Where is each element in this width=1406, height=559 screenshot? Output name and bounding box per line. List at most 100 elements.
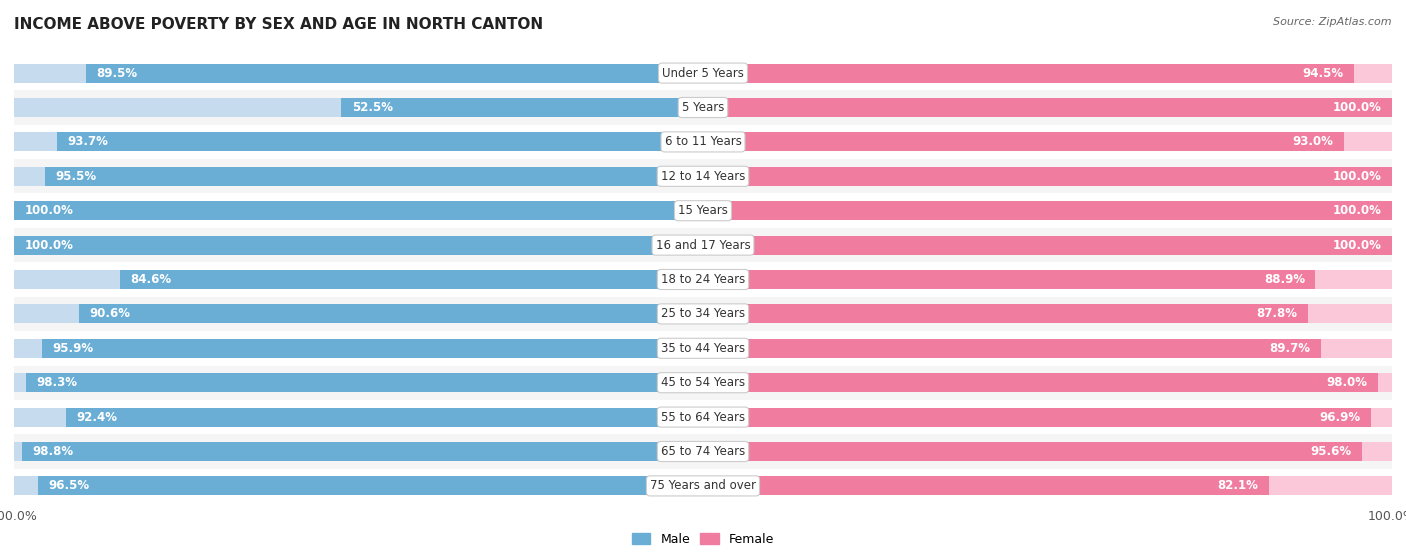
Text: Under 5 Years: Under 5 Years <box>662 67 744 79</box>
Bar <box>14 476 703 495</box>
Text: 98.0%: 98.0% <box>1327 376 1368 389</box>
Text: 87.8%: 87.8% <box>1257 307 1298 320</box>
Text: 100.0%: 100.0% <box>1333 239 1382 252</box>
Text: 96.5%: 96.5% <box>48 480 90 492</box>
Text: 100.0%: 100.0% <box>24 204 73 217</box>
Text: INCOME ABOVE POVERTY BY SEX AND AGE IN NORTH CANTON: INCOME ABOVE POVERTY BY SEX AND AGE IN N… <box>14 17 543 32</box>
Bar <box>14 373 703 392</box>
Bar <box>703 270 1392 289</box>
Bar <box>703 236 1392 254</box>
Text: 75 Years and over: 75 Years and over <box>650 480 756 492</box>
Bar <box>45 167 703 186</box>
Bar <box>703 201 1392 220</box>
Text: 12 to 14 Years: 12 to 14 Years <box>661 170 745 183</box>
Legend: Male, Female: Male, Female <box>627 528 779 551</box>
Bar <box>79 305 703 323</box>
Bar <box>703 64 1354 83</box>
Bar <box>703 132 1392 151</box>
Text: 89.5%: 89.5% <box>97 67 138 79</box>
Text: 88.9%: 88.9% <box>1264 273 1305 286</box>
Text: 90.6%: 90.6% <box>89 307 131 320</box>
Text: 5 Years: 5 Years <box>682 101 724 114</box>
Text: 100.0%: 100.0% <box>1333 170 1382 183</box>
Bar <box>14 167 703 186</box>
Text: 96.9%: 96.9% <box>1319 411 1360 424</box>
Bar <box>14 339 703 358</box>
Bar <box>703 339 1322 358</box>
Bar <box>25 373 703 392</box>
Bar <box>14 434 1392 468</box>
Text: 55 to 64 Years: 55 to 64 Years <box>661 411 745 424</box>
Bar <box>14 408 703 427</box>
Text: 25 to 34 Years: 25 to 34 Years <box>661 307 745 320</box>
Bar <box>14 228 1392 262</box>
Text: 84.6%: 84.6% <box>131 273 172 286</box>
Bar <box>703 132 1344 151</box>
Bar <box>14 201 703 220</box>
Bar <box>14 193 1392 228</box>
Bar <box>703 167 1392 186</box>
Bar <box>703 408 1392 427</box>
Bar <box>42 339 703 358</box>
Bar <box>14 305 703 323</box>
Bar <box>14 98 703 117</box>
Bar <box>703 270 1316 289</box>
Bar <box>14 297 1392 331</box>
Bar <box>14 159 1392 193</box>
Text: 94.5%: 94.5% <box>1302 67 1344 79</box>
Bar <box>703 167 1392 186</box>
Text: 65 to 74 Years: 65 to 74 Years <box>661 445 745 458</box>
Text: 15 Years: 15 Years <box>678 204 728 217</box>
Text: 100.0%: 100.0% <box>1333 204 1382 217</box>
Text: Source: ZipAtlas.com: Source: ZipAtlas.com <box>1274 17 1392 27</box>
Bar <box>14 56 1392 91</box>
Text: 93.7%: 93.7% <box>67 135 108 148</box>
Bar <box>22 442 703 461</box>
Bar <box>703 201 1392 220</box>
Text: 95.5%: 95.5% <box>55 170 97 183</box>
Bar <box>703 64 1392 83</box>
Bar <box>14 236 703 254</box>
Text: 95.9%: 95.9% <box>52 342 94 355</box>
Bar <box>14 64 703 83</box>
Bar <box>66 408 703 427</box>
Bar <box>703 98 1392 117</box>
Bar <box>14 236 703 254</box>
Bar <box>14 91 1392 125</box>
Text: 92.4%: 92.4% <box>77 411 118 424</box>
Bar <box>14 400 1392 434</box>
Bar <box>703 373 1378 392</box>
Bar <box>58 132 703 151</box>
Bar <box>703 305 1392 323</box>
Bar <box>14 262 1392 297</box>
Bar <box>14 125 1392 159</box>
Text: 35 to 44 Years: 35 to 44 Years <box>661 342 745 355</box>
Bar <box>14 442 703 461</box>
Bar <box>703 339 1392 358</box>
Text: 16 and 17 Years: 16 and 17 Years <box>655 239 751 252</box>
Bar <box>703 236 1392 254</box>
Bar <box>703 442 1361 461</box>
Bar <box>120 270 703 289</box>
Text: 98.3%: 98.3% <box>37 376 77 389</box>
Text: 52.5%: 52.5% <box>352 101 392 114</box>
Text: 95.6%: 95.6% <box>1310 445 1351 458</box>
Bar <box>342 98 703 117</box>
Text: 82.1%: 82.1% <box>1218 480 1258 492</box>
Bar <box>703 98 1392 117</box>
Bar <box>703 442 1392 461</box>
Bar <box>14 270 703 289</box>
Text: 100.0%: 100.0% <box>24 239 73 252</box>
Text: 45 to 54 Years: 45 to 54 Years <box>661 376 745 389</box>
Bar <box>14 331 1392 366</box>
Bar <box>14 468 1392 503</box>
Bar <box>703 476 1268 495</box>
Text: 6 to 11 Years: 6 to 11 Years <box>665 135 741 148</box>
Bar <box>14 201 703 220</box>
Bar <box>703 305 1308 323</box>
Text: 98.8%: 98.8% <box>32 445 73 458</box>
Bar <box>38 476 703 495</box>
Bar <box>703 476 1392 495</box>
Bar <box>703 373 1392 392</box>
Bar <box>14 132 703 151</box>
